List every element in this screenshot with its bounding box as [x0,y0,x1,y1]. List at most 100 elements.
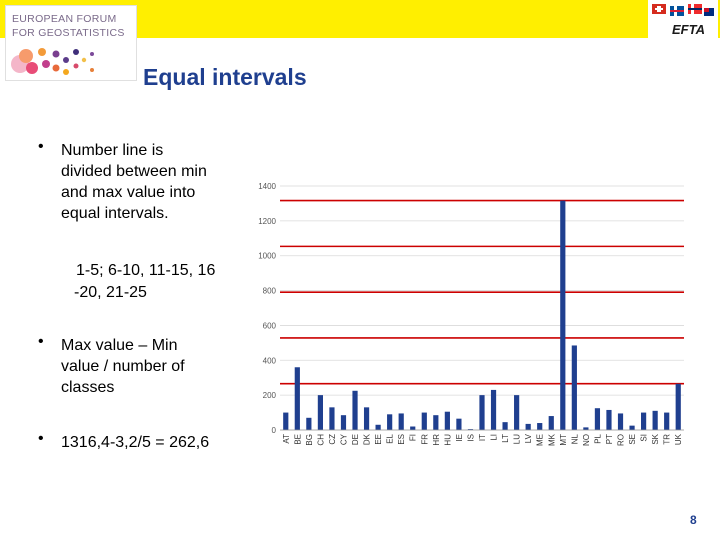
y-tick-label: 600 [263,321,277,330]
bar [306,417,312,430]
x-tick-label: UK [674,433,683,445]
bar [352,390,358,430]
bar-chart: 0 200 400 600 800 1000 1200 1400 AT BE BG CH CZ CY DE D… [258,182,684,446]
x-tick-label: NO [582,434,591,446]
x-tick-label: LI [490,434,499,441]
x-tick-label: ME [536,434,545,446]
page-number: 8 [690,513,697,527]
bullet-1-line-4: equal intervals. [61,205,169,222]
bar [675,383,681,430]
bullet-marker: • [38,430,44,447]
bar [537,423,543,430]
x-tick-label: BE [293,434,302,445]
bar [514,395,520,430]
x-tick-label: BG [305,434,314,446]
bar [387,414,393,430]
y-tick-label: 0 [272,426,277,435]
bullet-3: 1316,4-3,2/5 = 262,6 [61,432,209,453]
x-tick-label: EL [386,433,395,443]
x-tick-label: IS [466,434,475,442]
bullet-1: Number line is divided between min and m… [61,140,207,224]
y-tick-label: 400 [263,356,277,365]
bullet-marker: • [38,333,44,350]
x-tick-label: FR [420,434,429,445]
bar [664,412,670,430]
x-tick-label: AT [282,434,291,444]
bar [433,415,439,430]
x-tick-label: MT [559,434,568,446]
x-tick-label: LV [524,433,533,443]
bullet-1-line-2: divided between min [61,163,207,180]
logo-dots-graphic [11,48,94,75]
bar [583,427,589,430]
flags-icon [652,4,714,16]
x-tick-label: HR [432,434,441,446]
bar [525,423,531,430]
bar [548,416,554,430]
x-tick-label: MK [547,433,556,446]
forum-logo: EUROPEAN FORUM FOR GEOSTATISTICS [5,5,137,81]
x-tick-label: RO [617,434,626,446]
bullet-2-line-1: Max value – Min [61,337,178,354]
bar [294,367,300,430]
x-tick-label: SI [640,434,649,442]
bar [629,425,635,430]
bar [398,413,404,430]
bar [410,426,416,430]
bar [444,411,450,430]
interval-text-line-2: -20, 21-25 [74,284,147,301]
x-tick-label: IE [455,434,464,442]
bar [317,395,323,430]
x-tick-label: PT [605,434,614,444]
y-tick-label: 1200 [258,217,276,226]
bar [363,407,370,430]
x-tick-label: IT [478,434,487,441]
y-tick-label: 1400 [258,182,276,191]
x-tick-label: TR [663,434,672,445]
x-tick-label: FI [409,434,418,441]
x-tick-label: CZ [328,434,337,445]
logo-line-1: EUROPEAN FORUM [12,13,117,25]
bar [329,407,335,430]
bar [375,424,381,430]
bullet-3-line-1: 1316,4-3,2/5 = 262,6 [61,434,210,451]
bar [467,429,474,430]
x-tick-label: CH [316,434,325,446]
x-tick-label: CY [339,433,348,445]
y-tick-label: 1000 [258,252,276,261]
bullet-2-line-3: classes [61,379,115,396]
x-tick-label: SE [628,434,637,445]
bar [606,409,612,430]
bar [340,415,347,430]
bar [490,389,497,430]
y-tick-label: 800 [263,287,277,296]
bar [283,412,289,430]
bar [594,408,601,430]
x-tick-label: DK [363,433,372,445]
x-tick-label: SK [651,433,660,444]
bullet-1-line-3: and max value into [61,184,196,201]
bar [502,422,508,430]
efta-label: EFTA [672,22,705,37]
bar [652,410,658,430]
x-tick-label: DE [351,434,360,445]
bar [456,418,462,430]
x-tick-label: LU [513,434,522,444]
bar [421,412,427,430]
x-tick-label: EE [374,434,383,445]
x-tick-label: NL [570,433,579,444]
efta-logo: EFTA [648,0,718,42]
bar [479,395,485,430]
bar [641,412,647,430]
interval-text: 1-5; 6-10, 11-15, 16 -20, 21-25 [74,260,216,304]
interval-text-line-1: 1-5; 6-10, 11-15, 16 [76,262,216,279]
y-tick-label: 200 [263,391,277,400]
bullet-marker: • [38,138,44,155]
x-tick-label: HU [443,434,452,446]
bullet-2-line-2: value / number of [61,358,185,375]
slide-title: Equal intervals [143,64,307,90]
x-tick-label: ES [397,434,406,445]
bullet-2: Max value – Min value / number of classe… [61,335,185,398]
bullet-1-line-1: Number line is [61,142,164,159]
bar [571,345,577,430]
